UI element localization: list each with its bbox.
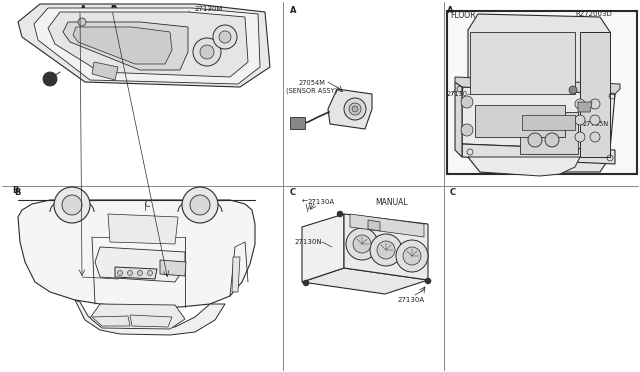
Polygon shape — [34, 8, 260, 84]
Circle shape — [147, 270, 152, 276]
Circle shape — [461, 124, 473, 136]
Polygon shape — [90, 304, 185, 329]
Polygon shape — [462, 144, 615, 164]
Polygon shape — [160, 260, 186, 276]
Text: ←: ← — [302, 199, 308, 205]
Circle shape — [461, 96, 473, 108]
Polygon shape — [95, 247, 185, 282]
Polygon shape — [302, 268, 428, 294]
Text: MANUAL: MANUAL — [375, 198, 408, 206]
Circle shape — [344, 98, 366, 120]
Polygon shape — [290, 117, 305, 129]
Text: B: B — [110, 4, 116, 13]
Circle shape — [545, 133, 559, 147]
Bar — [522, 115, 575, 130]
Circle shape — [528, 133, 542, 147]
Text: C: C — [290, 187, 296, 196]
Polygon shape — [470, 32, 575, 94]
Text: 27054M
(SENSOR ASSY): 27054M (SENSOR ASSY) — [286, 80, 338, 93]
Circle shape — [353, 235, 371, 253]
Text: 27765N: 27765N — [583, 121, 609, 127]
Text: 27130A: 27130A — [398, 297, 425, 303]
Circle shape — [54, 187, 90, 223]
Circle shape — [569, 86, 577, 94]
Text: 27130A: 27130A — [495, 71, 522, 77]
Circle shape — [575, 132, 585, 142]
Bar — [475, 105, 565, 137]
Circle shape — [219, 31, 231, 43]
Circle shape — [370, 234, 402, 266]
Polygon shape — [328, 89, 372, 129]
Circle shape — [138, 270, 143, 276]
Circle shape — [78, 18, 86, 26]
Text: FLOOR: FLOOR — [450, 10, 476, 19]
Polygon shape — [468, 14, 610, 172]
Text: A: A — [447, 6, 454, 15]
Circle shape — [403, 247, 421, 265]
Circle shape — [575, 99, 585, 109]
Polygon shape — [368, 220, 380, 231]
Polygon shape — [455, 77, 620, 94]
Polygon shape — [92, 316, 130, 326]
Text: C: C — [145, 199, 150, 208]
Circle shape — [200, 45, 214, 59]
Polygon shape — [302, 214, 344, 282]
Polygon shape — [462, 87, 615, 150]
Circle shape — [118, 270, 122, 276]
Polygon shape — [48, 12, 248, 77]
Circle shape — [182, 187, 218, 223]
Text: 27130―: 27130― — [447, 91, 475, 97]
Circle shape — [377, 241, 395, 259]
Circle shape — [190, 195, 210, 215]
Circle shape — [43, 72, 57, 86]
Polygon shape — [578, 102, 592, 112]
Circle shape — [352, 106, 358, 112]
Polygon shape — [18, 4, 270, 87]
Circle shape — [62, 195, 82, 215]
Polygon shape — [232, 257, 240, 292]
Text: C: C — [450, 187, 456, 196]
Polygon shape — [580, 32, 610, 157]
Circle shape — [349, 103, 361, 115]
Circle shape — [590, 99, 600, 109]
Polygon shape — [344, 214, 428, 280]
Polygon shape — [130, 315, 172, 327]
Polygon shape — [468, 157, 580, 176]
Polygon shape — [18, 200, 255, 307]
Polygon shape — [75, 300, 225, 335]
Polygon shape — [92, 62, 118, 80]
Circle shape — [590, 132, 600, 142]
Polygon shape — [520, 112, 578, 154]
Text: B: B — [110, 6, 116, 15]
Text: A: A — [290, 6, 296, 15]
Circle shape — [193, 38, 221, 66]
Bar — [447, 11, 637, 174]
Circle shape — [396, 240, 428, 272]
Text: 27130N: 27130N — [295, 239, 323, 245]
Circle shape — [590, 115, 600, 125]
Polygon shape — [63, 22, 188, 70]
Text: B: B — [12, 186, 19, 195]
Circle shape — [346, 228, 378, 260]
Text: 27130A: 27130A — [308, 199, 335, 205]
Circle shape — [575, 115, 585, 125]
Polygon shape — [73, 27, 172, 64]
Text: A: A — [80, 6, 86, 15]
Polygon shape — [350, 214, 424, 237]
Polygon shape — [108, 214, 178, 244]
Circle shape — [127, 270, 132, 276]
Polygon shape — [115, 267, 157, 279]
Text: R272003D: R272003D — [575, 11, 612, 17]
Circle shape — [425, 278, 431, 284]
Text: B: B — [14, 187, 20, 196]
Circle shape — [213, 25, 237, 49]
Text: 27130M: 27130M — [195, 6, 223, 12]
Text: A: A — [80, 4, 86, 13]
Circle shape — [303, 280, 309, 286]
Circle shape — [337, 211, 343, 217]
Polygon shape — [455, 82, 462, 157]
